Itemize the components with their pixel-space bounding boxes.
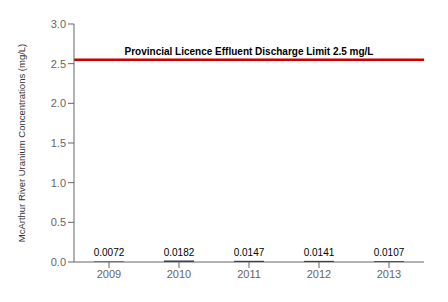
- svg-text:2012: 2012: [307, 268, 331, 280]
- svg-text:2010: 2010: [167, 268, 191, 280]
- svg-text:1.0: 1.0: [51, 177, 66, 189]
- svg-text:0.0147: 0.0147: [234, 247, 265, 258]
- svg-text:3.0: 3.0: [51, 18, 66, 30]
- svg-text:2011: 2011: [237, 268, 261, 280]
- svg-text:2013: 2013: [377, 268, 401, 280]
- svg-text:1.5: 1.5: [51, 137, 66, 149]
- svg-text:Provincial Licence Effluent Di: Provincial Licence Effluent Discharge Li…: [125, 46, 374, 57]
- svg-text:0.0141: 0.0141: [304, 247, 335, 258]
- svg-text:2009: 2009: [97, 268, 121, 280]
- svg-text:2.5: 2.5: [51, 58, 66, 70]
- svg-text:0.0182: 0.0182: [164, 247, 195, 258]
- svg-text:McArthur River Uranium Concent: McArthur River Uranium Concentrations (m…: [16, 44, 27, 243]
- svg-text:0.5: 0.5: [51, 216, 66, 228]
- svg-text:0.0072: 0.0072: [94, 247, 125, 258]
- svg-text:2.0: 2.0: [51, 97, 66, 109]
- svg-text:0.0107: 0.0107: [374, 247, 405, 258]
- svg-text:0.0: 0.0: [51, 256, 66, 268]
